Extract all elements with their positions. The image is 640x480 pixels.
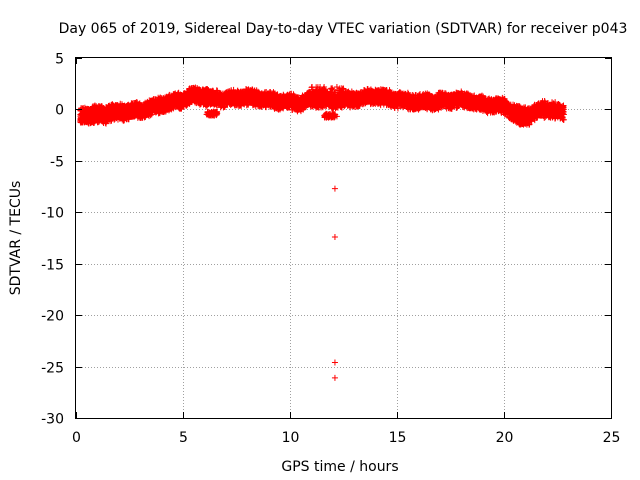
grid-layer — [76, 58, 611, 418]
data-points — [77, 83, 567, 381]
chart-title: Day 065 of 2019, Sidereal Day-to-day VTE… — [59, 21, 628, 37]
